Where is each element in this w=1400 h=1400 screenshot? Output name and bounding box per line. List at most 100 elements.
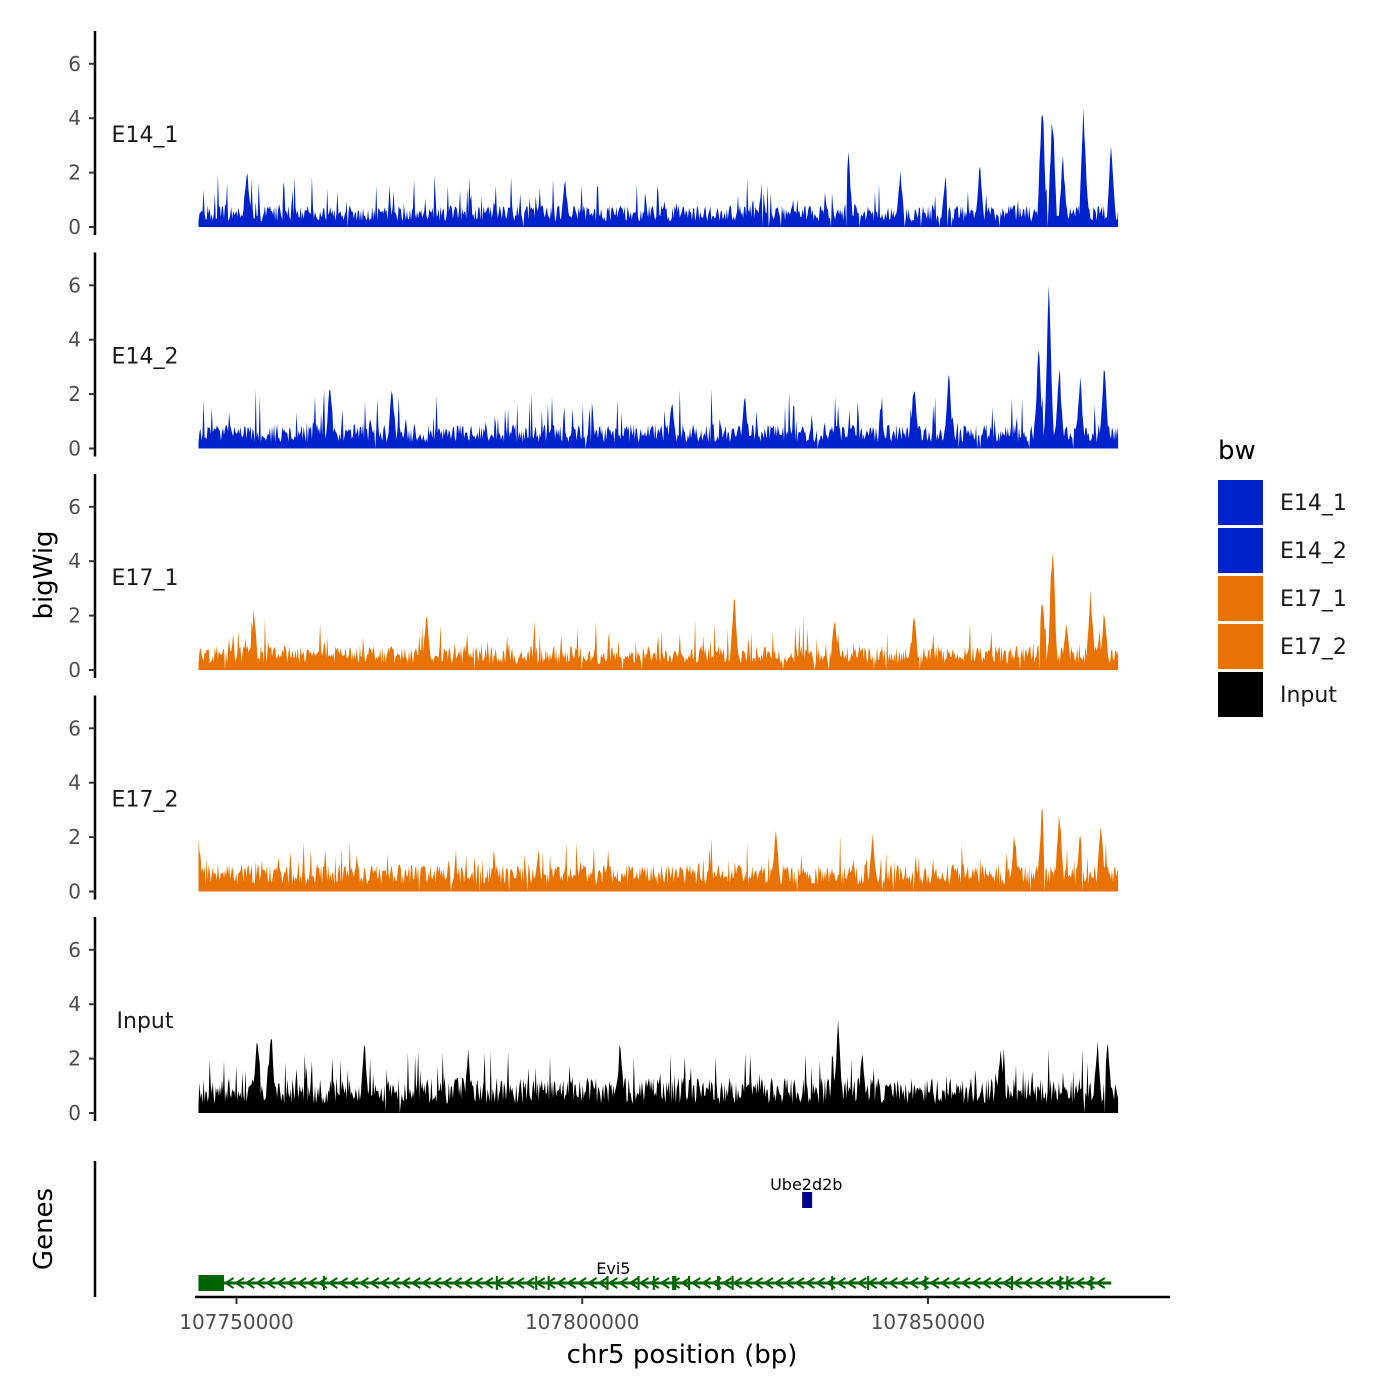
strand-arrow — [648, 1277, 660, 1289]
y-tick-label: 4 — [68, 328, 81, 352]
strand-arrow — [887, 1277, 898, 1289]
x-axis: 107750000 107800000 107850000 — [179, 1295, 1170, 1334]
legend-label: E17_1 — [1280, 587, 1347, 612]
y-tick-label: 2 — [68, 825, 81, 849]
y-tick-label: 4 — [68, 549, 81, 573]
strand-arrow — [794, 1277, 805, 1289]
strand-arrow — [1022, 1277, 1033, 1289]
strand-arrow — [960, 1277, 971, 1289]
strand-arrow — [400, 1277, 411, 1289]
exon — [322, 1276, 325, 1290]
legend-title: bw — [1218, 436, 1256, 466]
gene-ube2d2b: Ube2d2b — [770, 1175, 842, 1208]
y-tick-label: 4 — [68, 771, 81, 795]
exon — [924, 1276, 927, 1290]
exon — [717, 1276, 720, 1290]
exon — [495, 1276, 498, 1290]
y-tick-label: 0 — [68, 437, 81, 461]
strand-arrow — [949, 1277, 961, 1289]
strand-arrow — [669, 1277, 681, 1289]
x-tick-label: 107800000 — [525, 1310, 640, 1334]
exon — [547, 1276, 550, 1290]
strand-arrow — [638, 1277, 649, 1289]
signal-area-e14_1 — [198, 107, 1119, 227]
y-tick-label: 6 — [68, 716, 81, 740]
strand-arrow — [991, 1277, 1002, 1289]
strand-arrow — [379, 1277, 390, 1289]
y-tick-label: 2 — [68, 382, 81, 406]
exon — [652, 1276, 655, 1290]
y-tick-label: 2 — [68, 1047, 81, 1071]
strand-arrow — [524, 1277, 535, 1289]
exon — [831, 1276, 834, 1290]
strand-arrow — [1001, 1277, 1013, 1289]
x-tick-label: 107850000 — [871, 1310, 986, 1334]
gene-evi5: Evi5 — [198, 1259, 1112, 1291]
signal-area-e14_2 — [198, 285, 1119, 449]
track-label: E14_2 — [112, 345, 179, 370]
strand-arrow — [223, 1277, 235, 1289]
strand-arrow — [980, 1277, 992, 1289]
strand-arrow — [306, 1277, 318, 1289]
strand-arrow — [783, 1277, 795, 1289]
legend-swatch-e14_2 — [1218, 528, 1263, 573]
strand-arrow — [482, 1277, 494, 1289]
strand-arrow — [804, 1277, 815, 1289]
strand-arrow — [908, 1277, 919, 1289]
strand-arrow — [700, 1277, 712, 1289]
strand-arrow — [576, 1277, 587, 1289]
legend-swatch-e14_1 — [1218, 480, 1263, 525]
strand-arrow — [462, 1277, 473, 1289]
track-e14_2: 0 2 4 6 E14_2 — [68, 252, 1119, 461]
y-tick-label: 0 — [68, 658, 81, 682]
exon — [867, 1276, 870, 1290]
strand-arrow — [1043, 1277, 1054, 1289]
gene-label: Ube2d2b — [770, 1175, 842, 1194]
strand-arrow — [503, 1277, 515, 1289]
signal-area-e17_1 — [198, 552, 1119, 670]
strand-arrow — [752, 1277, 764, 1289]
y-tick-label: 4 — [68, 992, 81, 1016]
exon — [1090, 1276, 1093, 1290]
exon — [606, 1276, 609, 1290]
legend-label: E14_1 — [1280, 491, 1347, 516]
y-tick-label: 2 — [68, 161, 81, 185]
strand-arrow — [856, 1277, 867, 1289]
strand-arrow — [348, 1277, 359, 1289]
exon — [672, 1276, 677, 1290]
strand-arrow — [628, 1277, 639, 1289]
legend-label: Input — [1280, 683, 1337, 708]
track-e14_1: 0 2 4 6 E14_1 — [68, 31, 1119, 239]
strand-arrow — [773, 1277, 784, 1289]
strand-arrow — [441, 1277, 452, 1289]
legend-label: E17_2 — [1280, 635, 1347, 660]
strand-arrow — [451, 1277, 463, 1289]
strand-arrow — [410, 1277, 421, 1289]
signal-tracks: 0 2 4 6 E14_1 0 2 4 6 E14_2 0 2 4 6 E17_1 0 2 4 6 E17_2 0 2 4 6… — [68, 31, 1119, 1125]
strand-arrow — [285, 1277, 297, 1289]
strand-arrow — [275, 1277, 286, 1289]
gene-label: Evi5 — [596, 1259, 630, 1278]
signal-area-input — [198, 1020, 1119, 1113]
strand-arrow — [254, 1277, 266, 1289]
strand-arrow — [970, 1277, 981, 1289]
strand-arrow — [721, 1277, 732, 1289]
strand-arrow — [337, 1277, 349, 1289]
legend-swatch-input — [1218, 672, 1263, 717]
gene-box — [802, 1192, 813, 1208]
strand-arrow — [617, 1277, 629, 1289]
y-tick-label: 2 — [68, 604, 81, 628]
strand-arrow — [1063, 1277, 1075, 1289]
track-e17_1: 0 2 4 6 E17_1 — [68, 474, 1119, 682]
strand-arrow — [1074, 1277, 1085, 1289]
track-label: E14_1 — [112, 123, 179, 148]
exon — [535, 1276, 538, 1290]
track-label: E17_1 — [112, 566, 179, 591]
legend-swatch-e17_1 — [1218, 576, 1263, 621]
y-tick-label: 0 — [68, 215, 81, 239]
strand-arrow — [431, 1277, 442, 1289]
strand-arrow — [234, 1277, 245, 1289]
strand-arrow — [493, 1277, 504, 1289]
strand-arrow — [597, 1277, 608, 1289]
signal-area-e17_2 — [198, 808, 1119, 892]
